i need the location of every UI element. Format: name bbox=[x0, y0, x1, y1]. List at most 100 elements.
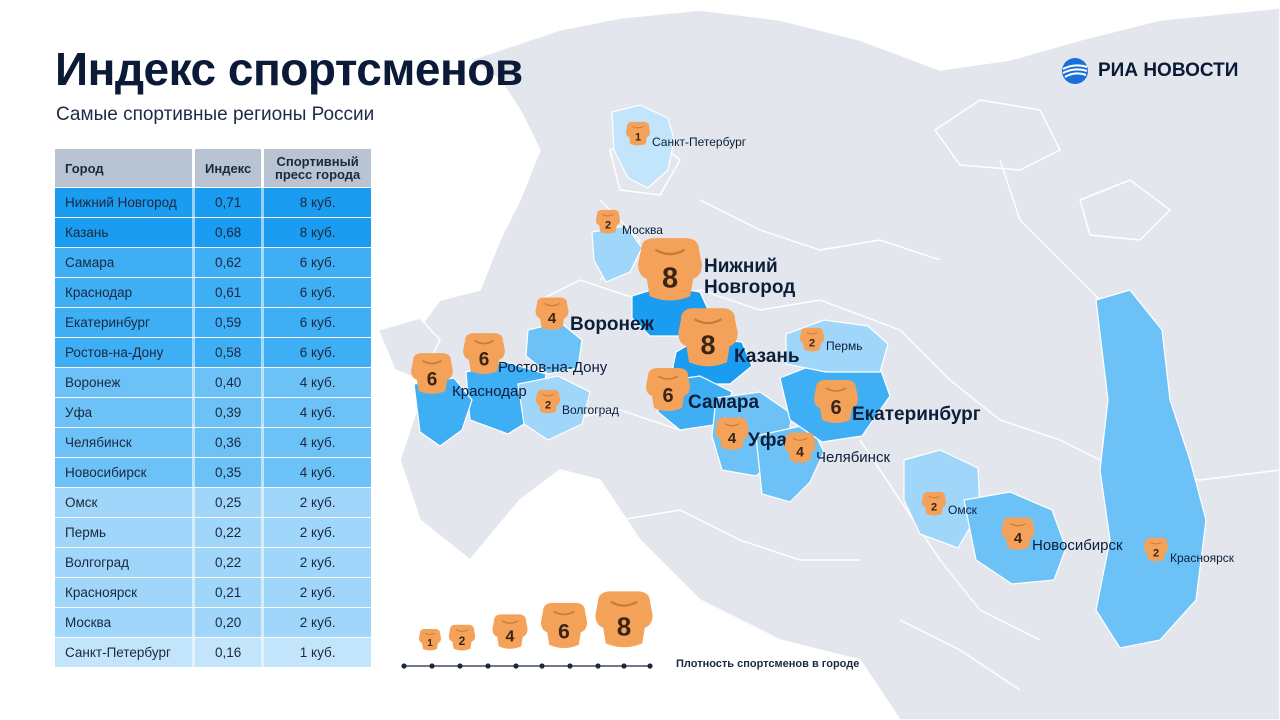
saint-petersburg-marker: 1 bbox=[625, 121, 651, 146]
marker-value: 2 bbox=[545, 400, 551, 412]
legend-scale-dot bbox=[647, 663, 653, 669]
marker-value: 6 bbox=[662, 385, 673, 407]
table-row: Уфа 0,39 4 куб. bbox=[55, 398, 371, 427]
torso-muscle-line bbox=[553, 610, 575, 616]
table-header-row: Город Индекс Спортивный пресс города bbox=[55, 149, 371, 187]
torso-muscle-line bbox=[501, 620, 519, 624]
table-row: Самара 0,62 6 куб. bbox=[55, 248, 371, 277]
legend-step-8-marker: 8 bbox=[595, 591, 653, 648]
athlete-torso-icon bbox=[595, 591, 653, 648]
legend-step-2-marker: 2 bbox=[448, 624, 476, 651]
legend-scale-dot bbox=[429, 663, 435, 669]
legend-step-1-marker: 1 bbox=[419, 629, 441, 651]
athlete-torso-icon bbox=[814, 380, 858, 423]
table-cell-index: 0,20 bbox=[195, 608, 265, 637]
table-cell-press: 1 куб. bbox=[264, 638, 371, 667]
legend-scale-dot bbox=[595, 663, 601, 669]
nizhny-novgorod-label: Нижний bbox=[704, 256, 778, 277]
table-cell-press: 6 куб. bbox=[264, 338, 371, 367]
torso-muscle-line bbox=[422, 360, 442, 365]
torso-muscle-line bbox=[724, 422, 740, 427]
table-cell-press: 2 куб. bbox=[264, 608, 371, 637]
rostov-on-don-marker: 6 bbox=[463, 333, 505, 374]
torso-muscle-line bbox=[1010, 522, 1026, 527]
table-cell-press: 4 куб. bbox=[264, 398, 371, 427]
marker-value: 2 bbox=[1153, 548, 1159, 560]
torso-muscle-line bbox=[825, 387, 847, 392]
table-cell-city: Волгоград bbox=[55, 548, 195, 577]
table-cell-index: 0,21 bbox=[195, 578, 265, 607]
torso-muscle-line bbox=[610, 600, 638, 607]
table-cell-city: Новосибирск bbox=[55, 458, 195, 487]
table-cell-city: Самара bbox=[55, 248, 195, 277]
legend-scale-dot bbox=[401, 663, 407, 669]
region-moscow bbox=[591, 225, 643, 283]
table-row: Ростов-на-Дону 0,58 6 куб. bbox=[55, 338, 371, 367]
krasnoyarsk-marker: 2 bbox=[1143, 537, 1169, 562]
table-row: Челябинск 0,36 4 куб. bbox=[55, 428, 371, 457]
map-border-line bbox=[619, 509, 860, 561]
torso-muscle-line bbox=[806, 331, 818, 335]
torso-muscle-line bbox=[455, 629, 469, 632]
samara-label: Самара bbox=[688, 392, 759, 413]
athlete-torso-icon bbox=[419, 629, 441, 651]
brand-name: РИА НОВОСТИ bbox=[1098, 60, 1239, 81]
marker-value: 8 bbox=[700, 330, 715, 360]
novosibirsk-marker: 4 bbox=[1001, 517, 1035, 550]
marker-value: 4 bbox=[728, 430, 737, 447]
ufa-label: Уфа bbox=[748, 430, 787, 451]
legend-title: Плотность спортсменов в городе bbox=[676, 658, 860, 670]
athlete-torso-icon bbox=[1143, 537, 1169, 562]
table-cell-city: Екатеринбург bbox=[55, 308, 195, 337]
brand-logo[interactable]: РИА НОВОСТИ bbox=[1060, 56, 1238, 86]
table-cell-city: Красноярск bbox=[55, 578, 195, 607]
athlete-torso-icon bbox=[463, 333, 505, 374]
marker-value: 2 bbox=[605, 220, 611, 232]
table-cell-press: 2 куб. bbox=[264, 518, 371, 547]
table-cell-index: 0,22 bbox=[195, 548, 265, 577]
marker-value: 1 bbox=[635, 132, 641, 144]
torso-muscle-line bbox=[544, 302, 560, 307]
omsk-marker: 2 bbox=[921, 491, 947, 516]
table-cell-index: 0,22 bbox=[195, 518, 265, 547]
table-body: Нижний Новгород 0,71 8 куб. Казань 0,68 8 куб… bbox=[55, 188, 371, 667]
table-cell-press: 6 куб. bbox=[264, 248, 371, 277]
table-cell-index: 0,71 bbox=[195, 188, 265, 217]
table-cell-press: 4 куб. bbox=[264, 428, 371, 457]
table-row: Москва 0,20 2 куб. bbox=[55, 608, 371, 637]
table-cell-press: 8 куб. bbox=[264, 188, 371, 217]
map-border-line bbox=[899, 329, 1280, 481]
column-header-press: Спортивный пресс города bbox=[264, 149, 371, 187]
legend-scale-dot bbox=[513, 663, 519, 669]
table-cell-index: 0,25 bbox=[195, 488, 265, 517]
table-row: Санкт-Петербург 0,16 1 куб. bbox=[55, 638, 371, 667]
omsk-label: Омск bbox=[948, 503, 978, 517]
table-row: Воронеж 0,40 4 куб. bbox=[55, 368, 371, 397]
table-cell-press: 2 куб. bbox=[264, 548, 371, 577]
table-cell-index: 0,16 bbox=[195, 638, 265, 667]
krasnodar-marker: 6 bbox=[411, 353, 453, 394]
torso-muscle-line bbox=[654, 248, 686, 256]
athlete-torso-icon bbox=[784, 432, 816, 463]
nizhny-novgorod-label-line2: Новгород bbox=[704, 277, 795, 298]
region-krasnoyarsk bbox=[1095, 289, 1207, 649]
table-cell-press: 6 куб. bbox=[264, 278, 371, 307]
table-row: Екатеринбург 0,59 6 куб. bbox=[55, 308, 371, 337]
table-cell-index: 0,35 bbox=[195, 458, 265, 487]
table-cell-city: Казань bbox=[55, 218, 195, 247]
table-row: Пермь 0,22 2 куб. bbox=[55, 518, 371, 547]
table-cell-city: Челябинск bbox=[55, 428, 195, 457]
moscow-label: Москва bbox=[622, 223, 663, 237]
column-header-press-line1: Спортивный bbox=[276, 154, 359, 169]
athlete-torso-icon bbox=[678, 308, 738, 367]
perm-marker: 2 bbox=[799, 327, 825, 352]
athlete-torso-icon bbox=[535, 297, 569, 330]
torso-muscle-line bbox=[424, 632, 436, 635]
table-row: Краснодар 0,61 6 куб. bbox=[55, 278, 371, 307]
table-row: Омск 0,25 2 куб. bbox=[55, 488, 371, 517]
chelyabinsk-label: Челябинск bbox=[816, 449, 890, 466]
marker-value: 4 bbox=[506, 629, 515, 646]
column-header-press-line2: пресс города bbox=[274, 167, 361, 182]
athlete-torso-icon bbox=[921, 491, 947, 516]
yekaterinburg-label: Екатеринбург bbox=[852, 404, 981, 425]
